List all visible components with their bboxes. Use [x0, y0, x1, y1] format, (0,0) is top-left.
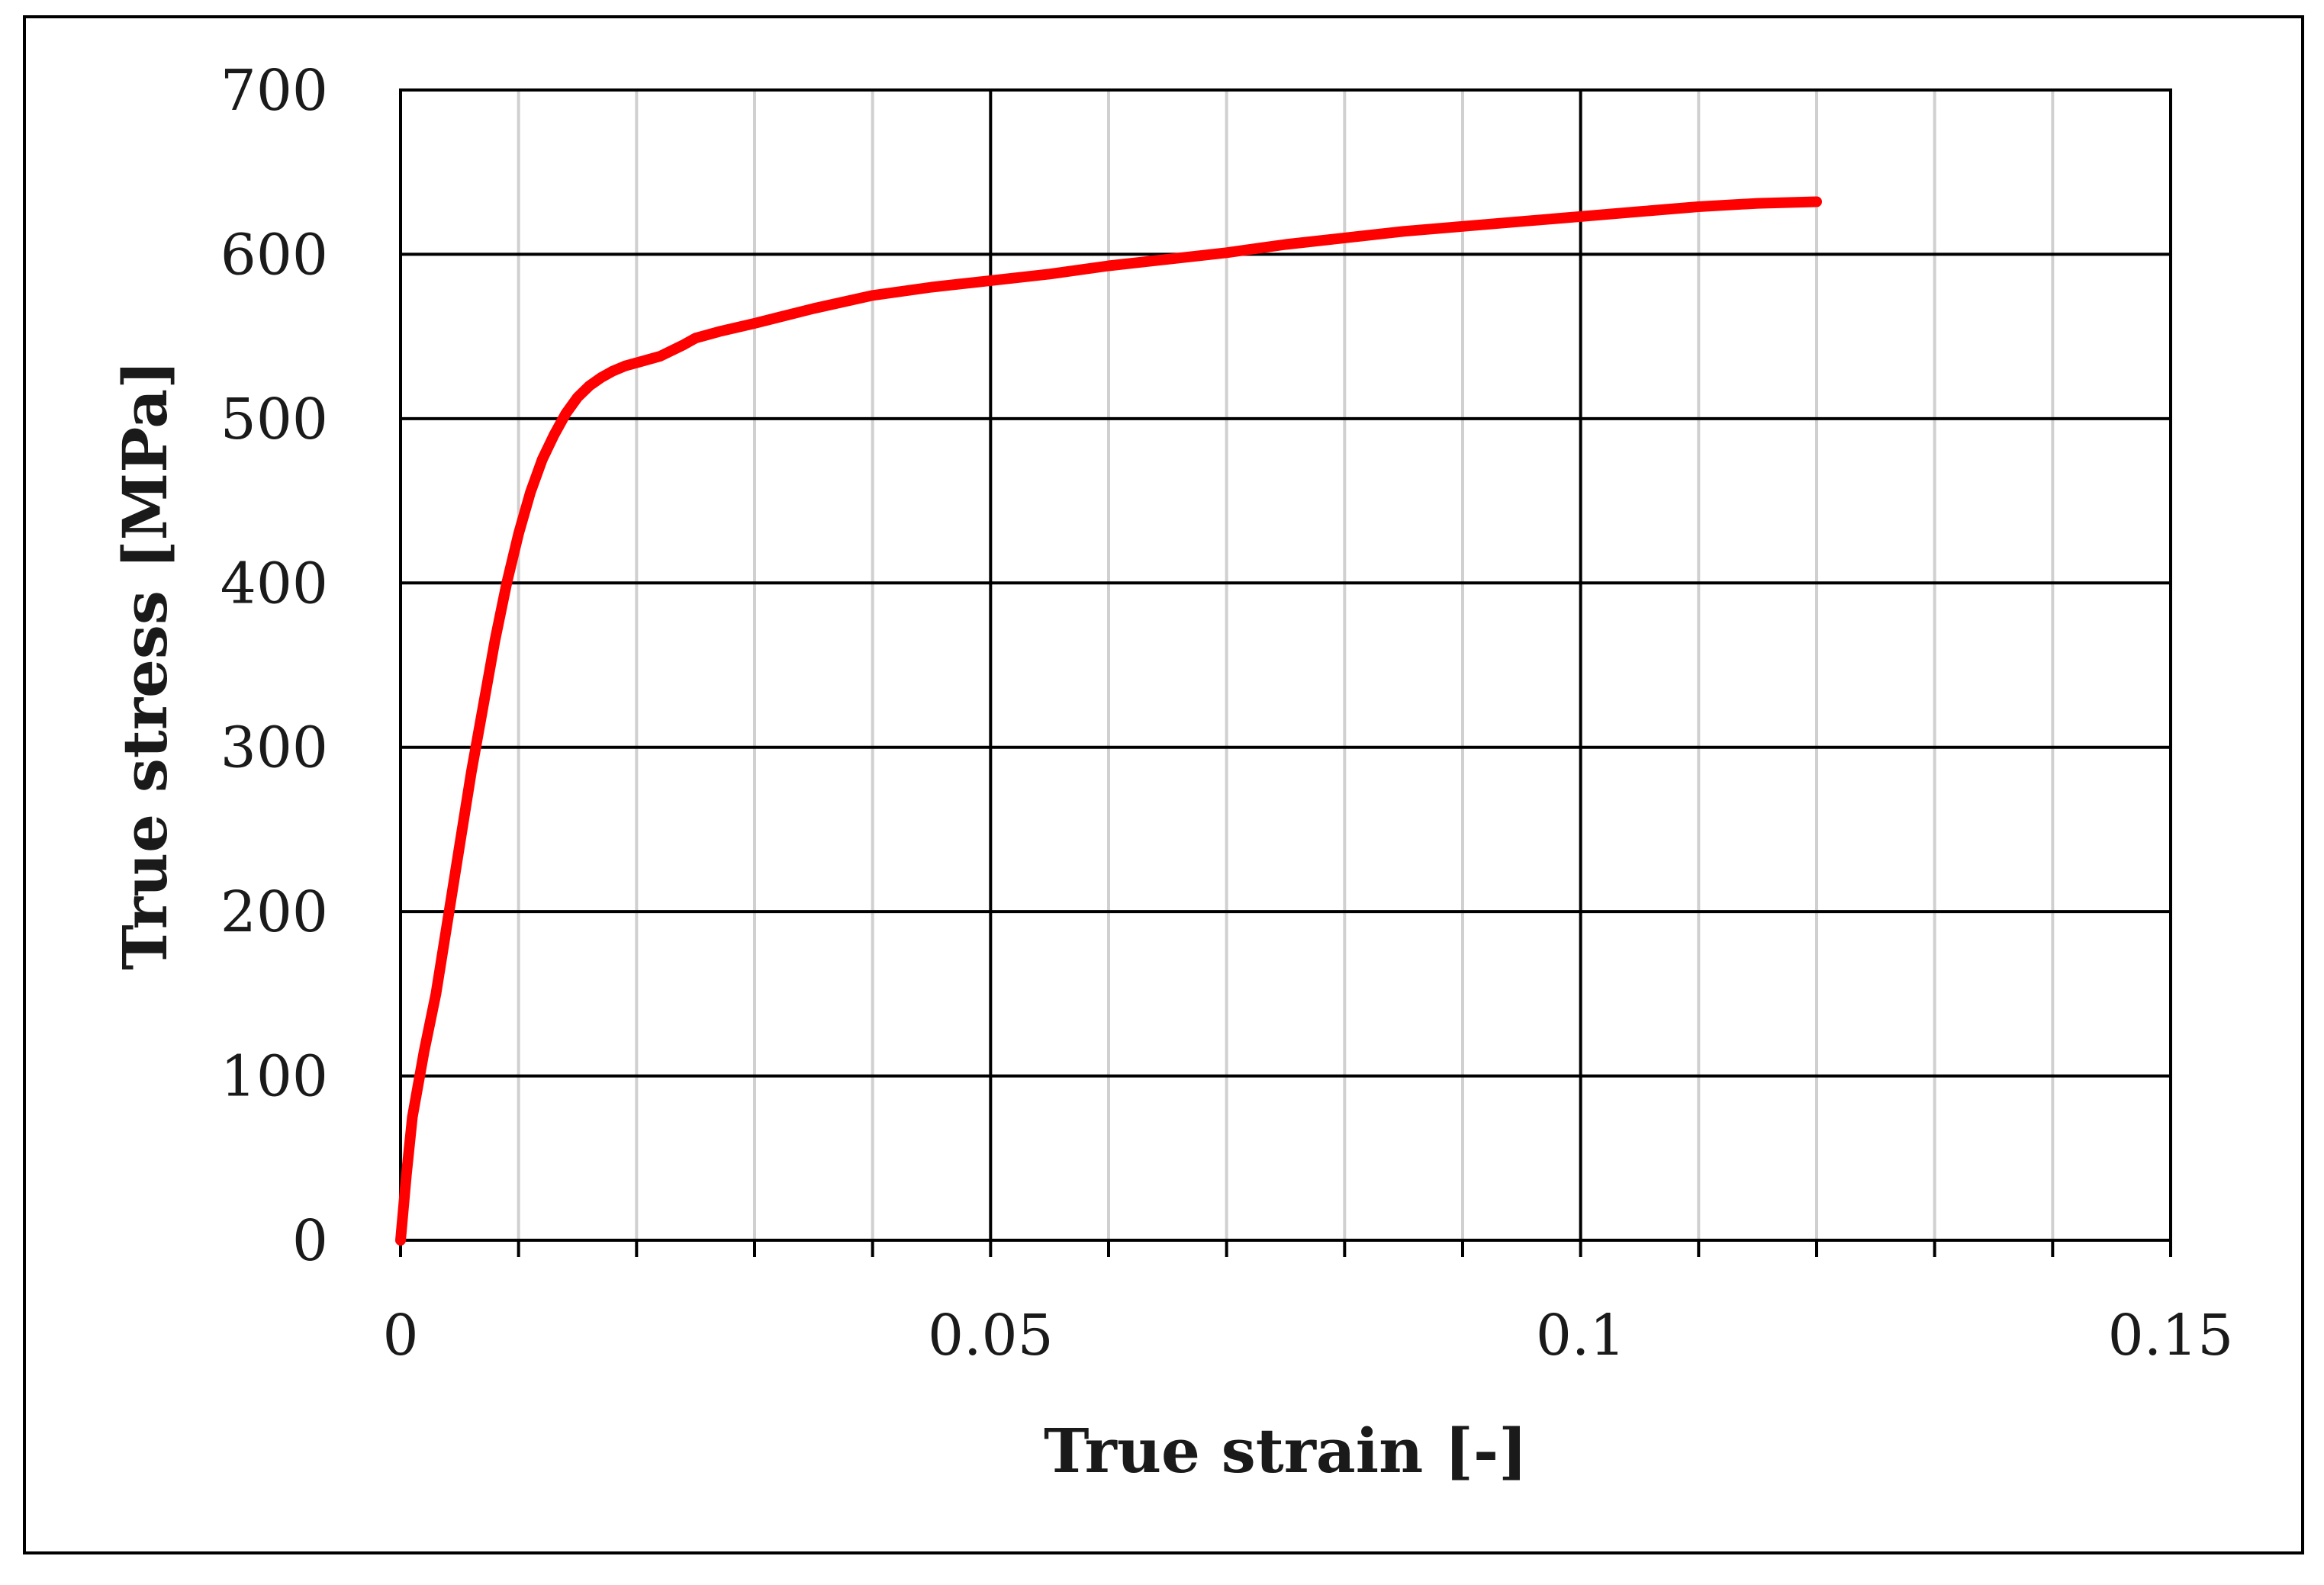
y-tick-label: 100: [220, 1044, 328, 1110]
x-tick-label: 0.05: [928, 1303, 1054, 1368]
y-axis-title: True stress [MPa]: [109, 360, 181, 970]
minor-gridlines: [517, 90, 2055, 1240]
y-tick-label: 700: [220, 58, 328, 124]
x-axis-ticks: [399, 1240, 2172, 1257]
x-tick-label: 0.15: [2108, 1303, 2234, 1368]
y-tick-label: 600: [220, 222, 328, 288]
x-axis-title: True strain [-]: [1044, 1415, 1527, 1487]
y-tick-label: 500: [220, 387, 328, 452]
chart-frame: [23, 15, 2304, 1554]
series-layer: [395, 196, 1822, 1246]
x-tick-label: 0.1: [1536, 1303, 1626, 1368]
y-tick-label: 300: [220, 715, 328, 781]
y-tick-label: 200: [220, 879, 328, 945]
y-tick-label: 0: [292, 1208, 328, 1274]
y-tick-label: 400: [220, 551, 328, 616]
series-line: [395, 196, 1822, 1246]
y-axis-tick-labels: 0 100 200 300 400 500 600 700: [220, 58, 328, 1274]
x-axis-tick-labels: 0 0.05 0.1 0.15: [382, 1303, 2233, 1368]
plot-area-border: [399, 88, 2172, 1242]
x-tick-label: 0: [382, 1303, 418, 1368]
major-gridlines: [401, 90, 2171, 1240]
